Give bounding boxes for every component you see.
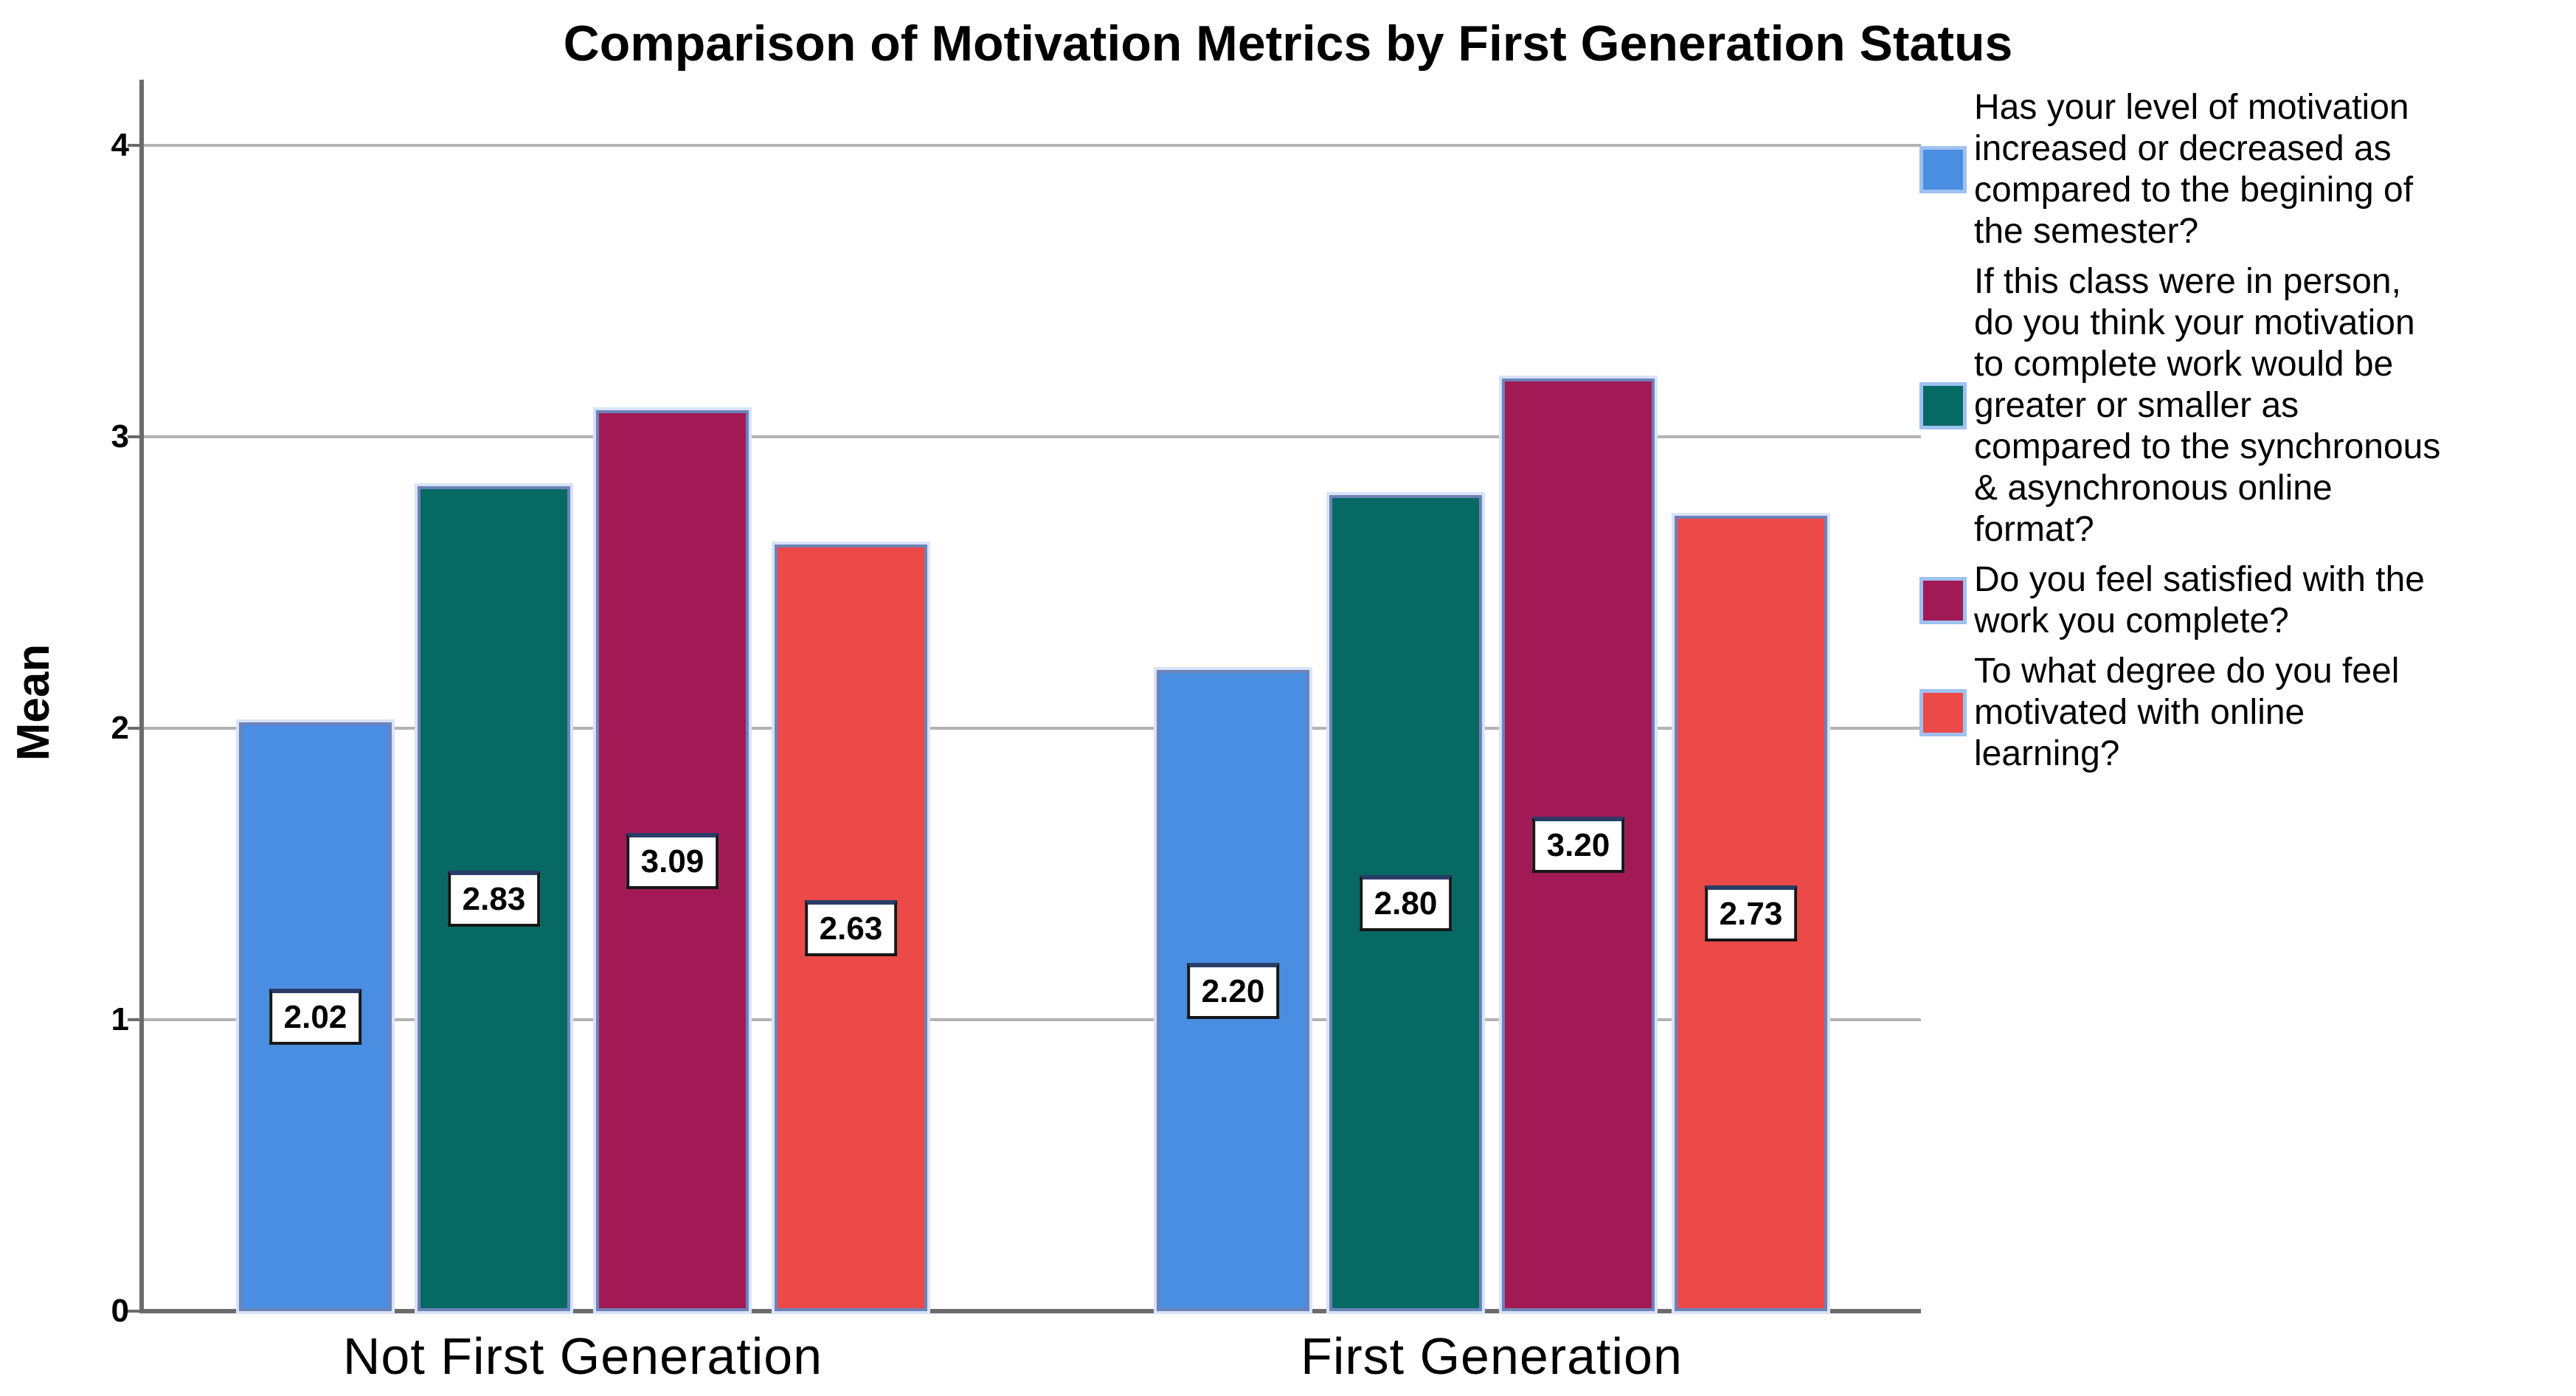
legend: Has your level of motivation increased o… [1919,87,2480,784]
y-tick-mark [128,435,140,438]
y-tick-mark [128,727,140,730]
y-tick-label: 0 [111,1293,129,1329]
y-tick-label: 3 [111,418,129,455]
legend-item-label: Has your level of motivation increased o… [1974,88,2414,251]
bar-value-label: 2.83 [447,871,541,927]
y-tick-label: 2 [111,710,129,746]
y-tick-mark [128,1018,140,1021]
legend-item-label: If this class were in person, do you thi… [1974,262,2441,549]
bar-value-label: 3.09 [626,832,719,889]
legend-item: Has your level of motivation increased o… [1919,87,2480,252]
legend-item-label: To what degree do you feel motivated wit… [1974,652,2400,773]
legend-item: Do you feel satisfied with the work you … [1919,559,2480,642]
x-axis [139,1309,1921,1313]
bar-value-label: 2.73 [1704,885,1798,941]
y-tick-mark [128,144,140,147]
y-tick-label: 4 [111,127,129,163]
gridline [144,435,1921,438]
x-category-label: Not First Generation [342,1327,823,1385]
legend-item: If this class were in person, do you thi… [1919,261,2480,550]
gridline [144,727,1921,730]
legend-swatch-teal-icon [1919,382,1967,429]
bar-value-label: 2.02 [269,989,362,1045]
legend-item-label: Do you feel satisfied with the work you … [1974,560,2425,640]
bar-value-label: 2.63 [804,899,898,956]
bar-value-label: 2.80 [1359,875,1453,931]
legend-swatch-blue-icon [1919,146,1967,193]
bar-value-label: 3.20 [1531,817,1625,873]
bar-value-label: 2.20 [1186,962,1280,1019]
y-axis [139,80,144,1313]
chart-title: Comparison of Motivation Metrics by Firs… [563,15,2013,72]
gridline [144,144,1921,147]
legend-swatch-red-icon [1919,689,1967,736]
gridline [144,1018,1921,1021]
x-category-label: First Generation [1301,1327,1683,1385]
legend-item: To what degree do you feel motivated wit… [1919,651,2480,775]
y-tick-label: 1 [111,1001,129,1037]
y-tick-mark [128,1310,140,1313]
legend-swatch-magenta-icon [1919,577,1967,624]
